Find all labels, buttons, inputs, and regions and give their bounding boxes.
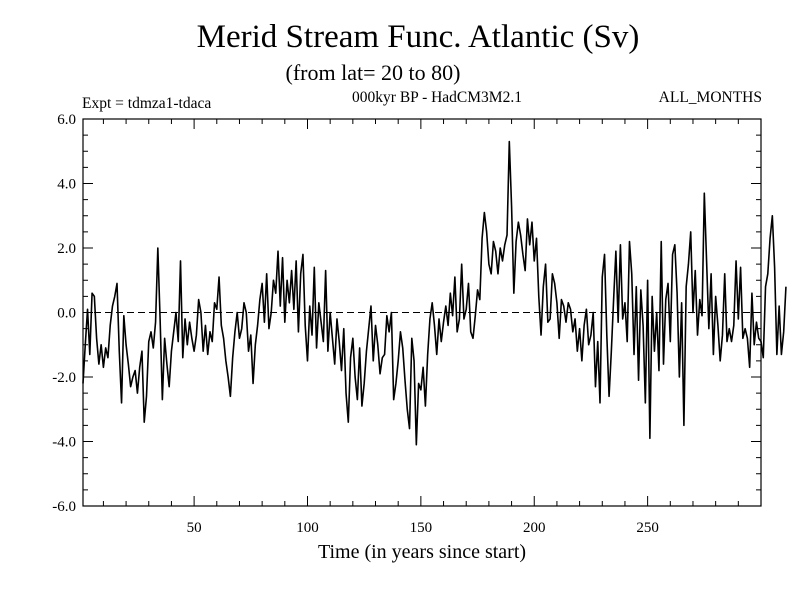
period-label: ALL_MONTHS [659,89,762,106]
chart-subtitle: (from lat= 20 to 80) [286,60,461,85]
x-tick-label: 250 [636,520,659,536]
y-tick-label: 6.0 [57,112,76,128]
x-tick-label: 200 [523,520,546,536]
y-tick-label: -6.0 [52,499,76,515]
chart-title: Merid Stream Func. Atlantic (Sv) [197,19,640,55]
series-line [82,140,787,446]
x-tick-label: 50 [187,520,202,536]
y-tick-label: 2.0 [57,241,76,257]
y-tick-label: -2.0 [52,370,76,386]
x-tick-label: 100 [296,520,319,536]
model-label: 000kyr BP - HadCM3M2.1 [352,89,522,106]
y-tick-label: 0.0 [57,306,76,322]
y-tick-label: -4.0 [52,435,76,451]
x-tick-label: 150 [410,520,433,536]
y-tick-label: 4.0 [57,177,76,193]
experiment-label: Expt = tdmza1-tdaca [82,95,211,112]
x-axis-label: Time (in years since start) [318,541,526,563]
